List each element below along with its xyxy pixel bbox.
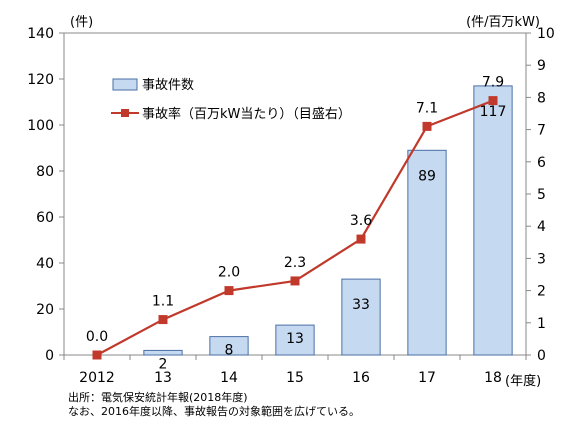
remark-note: なお、2016年度以降、事故報告の対象範囲を広げている。 bbox=[68, 405, 360, 418]
rate-point bbox=[158, 315, 168, 325]
bar bbox=[407, 149, 447, 356]
left-tick-label: 40 bbox=[36, 256, 54, 272]
line-data-label: 0.0 bbox=[86, 329, 108, 345]
category-label: 2012 bbox=[79, 370, 115, 386]
rate-point bbox=[224, 286, 234, 296]
legend-line-label: 事故率（百万kW当たり）（目盛右） bbox=[142, 106, 351, 122]
bar bbox=[209, 336, 249, 356]
right-tick-label: 2 bbox=[537, 284, 546, 300]
category-label: 14 bbox=[220, 370, 238, 386]
x-axis-unit: (年度) bbox=[505, 373, 541, 389]
rate-point bbox=[488, 96, 498, 106]
right-axis-ticks: 0 1 2 3 4 5 6 7 8 9 10 bbox=[526, 26, 555, 364]
left-tick-label: 80 bbox=[36, 164, 54, 180]
right-tick-label: 9 bbox=[537, 58, 546, 74]
rate-line bbox=[92, 96, 498, 360]
bar-data-label: 2 bbox=[159, 356, 168, 372]
right-tick-label: 1 bbox=[537, 316, 546, 332]
left-tick-label: 140 bbox=[27, 26, 54, 42]
category-label: 18 bbox=[484, 370, 502, 386]
line-data-label: 7.1 bbox=[416, 100, 438, 116]
category-label: 17 bbox=[418, 370, 436, 386]
right-tick-label: 10 bbox=[537, 26, 555, 42]
legend: 事故件数 事故率（百万kW当たり）（目盛右） bbox=[111, 78, 351, 122]
bar-data-label: 89 bbox=[418, 168, 436, 184]
left-tick-label: 20 bbox=[36, 302, 54, 318]
left-tick-label: 0 bbox=[45, 348, 54, 364]
right-axis-unit: (件/百万kW) bbox=[466, 15, 540, 30]
right-tick-label: 4 bbox=[537, 219, 546, 235]
bar-data-label: 117 bbox=[480, 104, 507, 120]
right-tick-label: 3 bbox=[537, 251, 546, 267]
line-data-label: 7.9 bbox=[482, 75, 504, 91]
bar-data-labels: 2 8 13 33 89 117 bbox=[159, 104, 507, 372]
rate-point bbox=[422, 121, 432, 131]
right-tick-label: 0 bbox=[537, 348, 546, 364]
line-data-labels: 0.0 1.1 2.0 2.3 3.6 7.1 7.9 bbox=[86, 75, 504, 345]
right-tick-label: 7 bbox=[537, 123, 546, 139]
legend-line-marker bbox=[121, 109, 129, 117]
line-data-label: 3.6 bbox=[350, 213, 372, 229]
bar-data-label: 8 bbox=[225, 343, 234, 359]
rate-point bbox=[92, 350, 102, 360]
right-tick-label: 8 bbox=[537, 90, 546, 106]
left-tick-label: 120 bbox=[27, 72, 54, 88]
left-axis-unit: (件) bbox=[70, 15, 93, 30]
source-note: 出所：電気保安統計年報(2018年度) bbox=[68, 391, 248, 404]
line-data-label: 2.0 bbox=[218, 265, 240, 281]
category-label: 16 bbox=[352, 370, 370, 386]
bar bbox=[275, 324, 315, 356]
bar-data-label: 33 bbox=[352, 297, 370, 313]
right-tick-label: 5 bbox=[537, 187, 546, 203]
line-data-label: 1.1 bbox=[152, 294, 174, 310]
bar bbox=[473, 85, 513, 356]
line-data-label: 2.3 bbox=[284, 255, 306, 271]
category-label: 15 bbox=[286, 370, 304, 386]
bar bbox=[341, 278, 381, 356]
right-tick-label: 6 bbox=[537, 155, 546, 171]
bar bbox=[143, 349, 183, 356]
rate-point bbox=[290, 276, 300, 286]
left-tick-label: 60 bbox=[36, 210, 54, 226]
legend-bar-swatch bbox=[112, 78, 138, 91]
category-labels: 2012 13 14 15 16 17 18 bbox=[63, 355, 527, 386]
left-tick-label: 100 bbox=[27, 118, 54, 134]
legend-bar-label: 事故件数 bbox=[142, 78, 194, 93]
bars bbox=[143, 85, 513, 356]
bar-data-label: 13 bbox=[286, 331, 304, 347]
category-label: 13 bbox=[154, 370, 172, 386]
left-axis-ticks: 0 20 40 60 80 100 120 140 bbox=[27, 26, 64, 364]
rate-point bbox=[356, 234, 366, 244]
